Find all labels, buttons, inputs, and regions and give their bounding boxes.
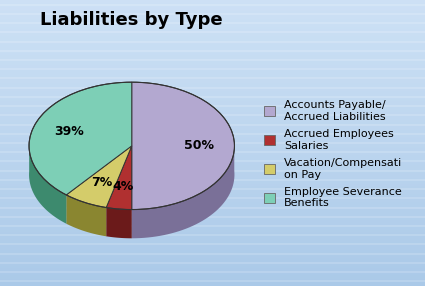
- Title: Liabilities by Type: Liabilities by Type: [40, 11, 223, 29]
- Polygon shape: [29, 82, 132, 195]
- Polygon shape: [66, 146, 132, 208]
- Text: 4%: 4%: [113, 180, 134, 193]
- Text: 50%: 50%: [184, 139, 213, 152]
- Text: 39%: 39%: [54, 125, 84, 138]
- Polygon shape: [106, 146, 132, 210]
- Polygon shape: [132, 82, 235, 210]
- Polygon shape: [106, 208, 132, 238]
- Polygon shape: [132, 142, 235, 238]
- Polygon shape: [66, 195, 106, 236]
- Text: 7%: 7%: [91, 176, 112, 189]
- Polygon shape: [29, 143, 66, 224]
- Legend: Accounts Payable/
Accrued Liabilities, Accrued Employees
Salaries, Vacation/Comp: Accounts Payable/ Accrued Liabilities, A…: [261, 97, 405, 212]
